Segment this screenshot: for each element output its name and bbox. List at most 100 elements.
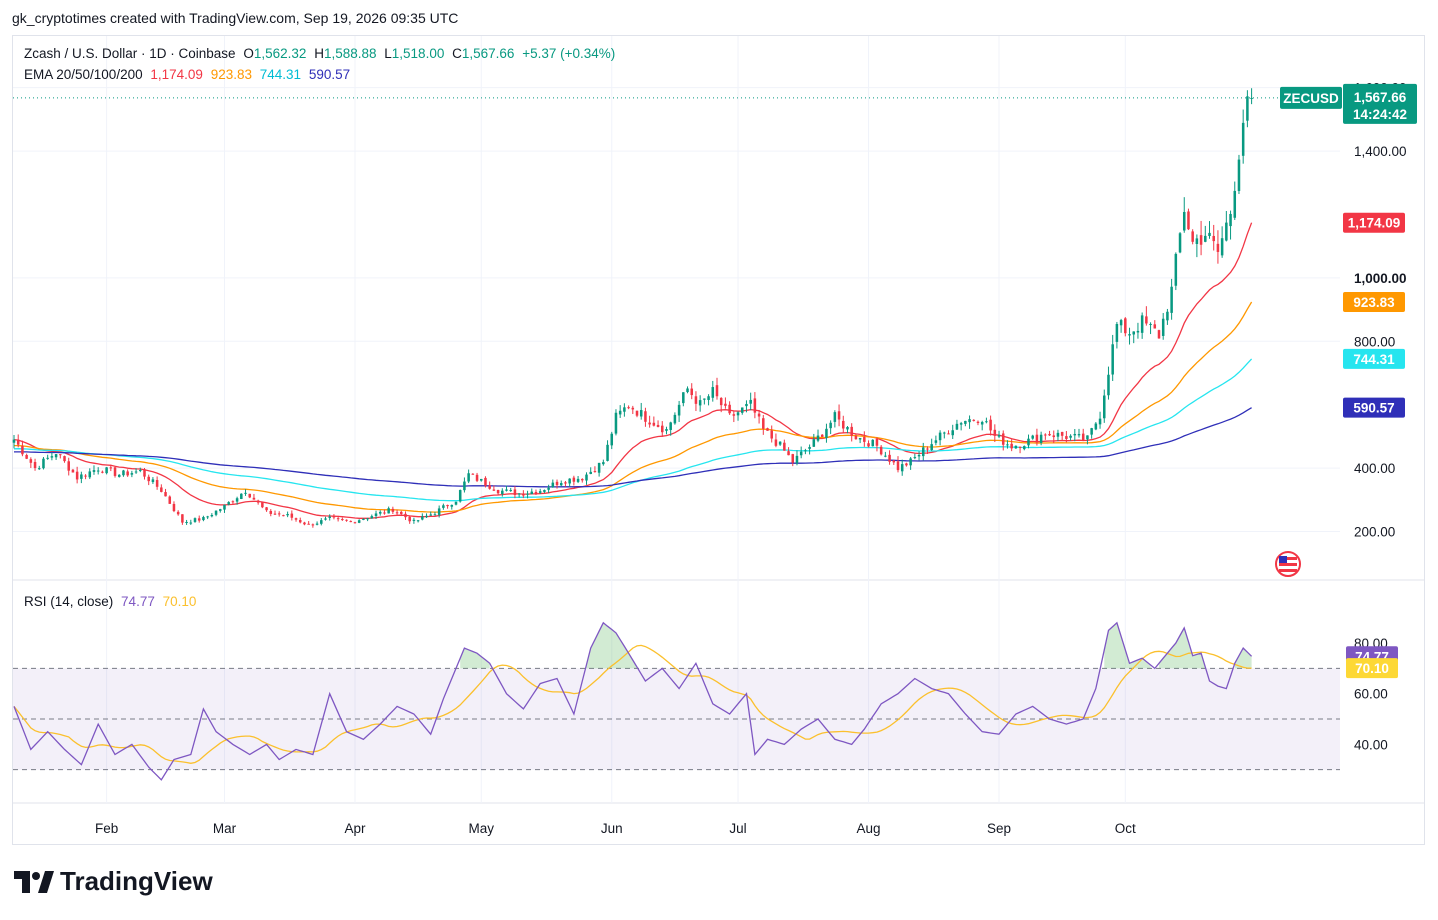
candle-body [501,490,504,495]
candle [930,438,933,452]
candle-body [454,501,458,505]
candle [143,467,146,480]
candle-body [437,508,441,515]
candle [298,517,302,524]
candle-body [315,523,319,525]
candle [139,467,142,473]
candle [888,450,891,465]
candle [1250,88,1253,105]
candle [677,400,681,422]
candle-body [690,388,693,396]
rsi-ma-value-tag-box [1346,658,1398,679]
candle [665,426,668,435]
candle [581,478,584,483]
x-tick-label-mar: Mar [213,821,237,836]
candle [88,468,92,480]
rsi-line [13,621,1253,781]
symbol-title[interactable]: Zcash / U.S. Dollar · 1D · Coinbase [24,46,236,61]
candle-body [151,479,155,483]
x-tick-label-sep: Sep [987,821,1011,836]
candle [551,479,555,488]
candle [311,523,315,528]
candle [1161,313,1165,340]
candle [547,484,550,494]
candle [513,486,517,499]
candle-body [669,422,672,430]
candle-body [959,423,963,425]
candle-body [749,399,752,404]
candle-body [311,524,315,526]
candle [745,400,748,413]
candle-body [985,421,988,423]
candle-body [850,426,853,436]
candle [172,501,176,513]
candle-body [682,392,685,404]
candle-body [37,468,41,470]
candle [1241,109,1245,164]
candle [307,521,310,525]
candle-body [1191,231,1194,242]
candle [597,462,601,477]
rsi-legend-title[interactable]: RSI (14, close) [24,594,114,609]
candle [1182,197,1186,233]
candle [997,430,1001,439]
close-label: C [452,46,462,61]
ema200-tag: 590.57 [1343,397,1405,418]
candle [252,493,256,500]
candle [1010,439,1013,452]
candle-body [1216,243,1220,252]
candle-body [816,435,820,441]
candle [1136,322,1140,339]
candle [315,521,319,526]
candle [378,510,382,516]
candle-body [139,469,142,471]
candle-body [1048,433,1051,436]
candle [1132,331,1135,344]
candle-body [21,445,24,455]
ema200-legend-value: 590.57 [308,67,351,82]
candle-body [593,471,597,473]
candle-body [644,411,647,422]
candle [290,510,294,521]
candle-body [84,475,87,477]
ohlc-high: H1,588.88 [314,46,376,61]
tradingview-logo[interactable]: TradingView [14,866,213,897]
x-tick-label-oct: Oct [1115,821,1136,836]
candle [1199,220,1203,256]
candle [29,457,33,468]
candle-body [1010,443,1013,449]
candle-body [231,501,235,503]
x-tick-label-jun: Jun [601,821,623,836]
candle [707,394,710,406]
candle-body [1115,323,1119,342]
candle-body [25,454,28,459]
flag-canton [1279,556,1287,563]
candle-body [446,504,449,507]
candle [656,420,660,428]
candle-body [458,490,462,502]
ohlc-low: L1,518.00 [384,46,444,61]
candle-body [610,433,614,446]
candle [1081,428,1085,442]
candle [846,426,849,434]
candle-body [842,420,845,429]
candle [1107,366,1110,400]
candle-body [812,439,816,447]
ema-legend-title[interactable]: EMA 20/50/100/200 [24,67,143,82]
candle-body [698,400,702,406]
candle-body [791,454,795,463]
candle-body [656,424,660,427]
candle-body [1044,434,1047,436]
candle-body [875,438,879,446]
candle-body [320,520,323,524]
candle [244,489,247,496]
candle [875,437,879,452]
candle-body [989,419,992,431]
ema200-tag-text: 590.57 [1353,401,1394,416]
candle-body [193,518,197,522]
candle [892,459,896,465]
candle [1060,431,1064,441]
candle [989,415,992,436]
rsi-legend: RSI (14, close) 74.77 70.10 [24,594,200,609]
